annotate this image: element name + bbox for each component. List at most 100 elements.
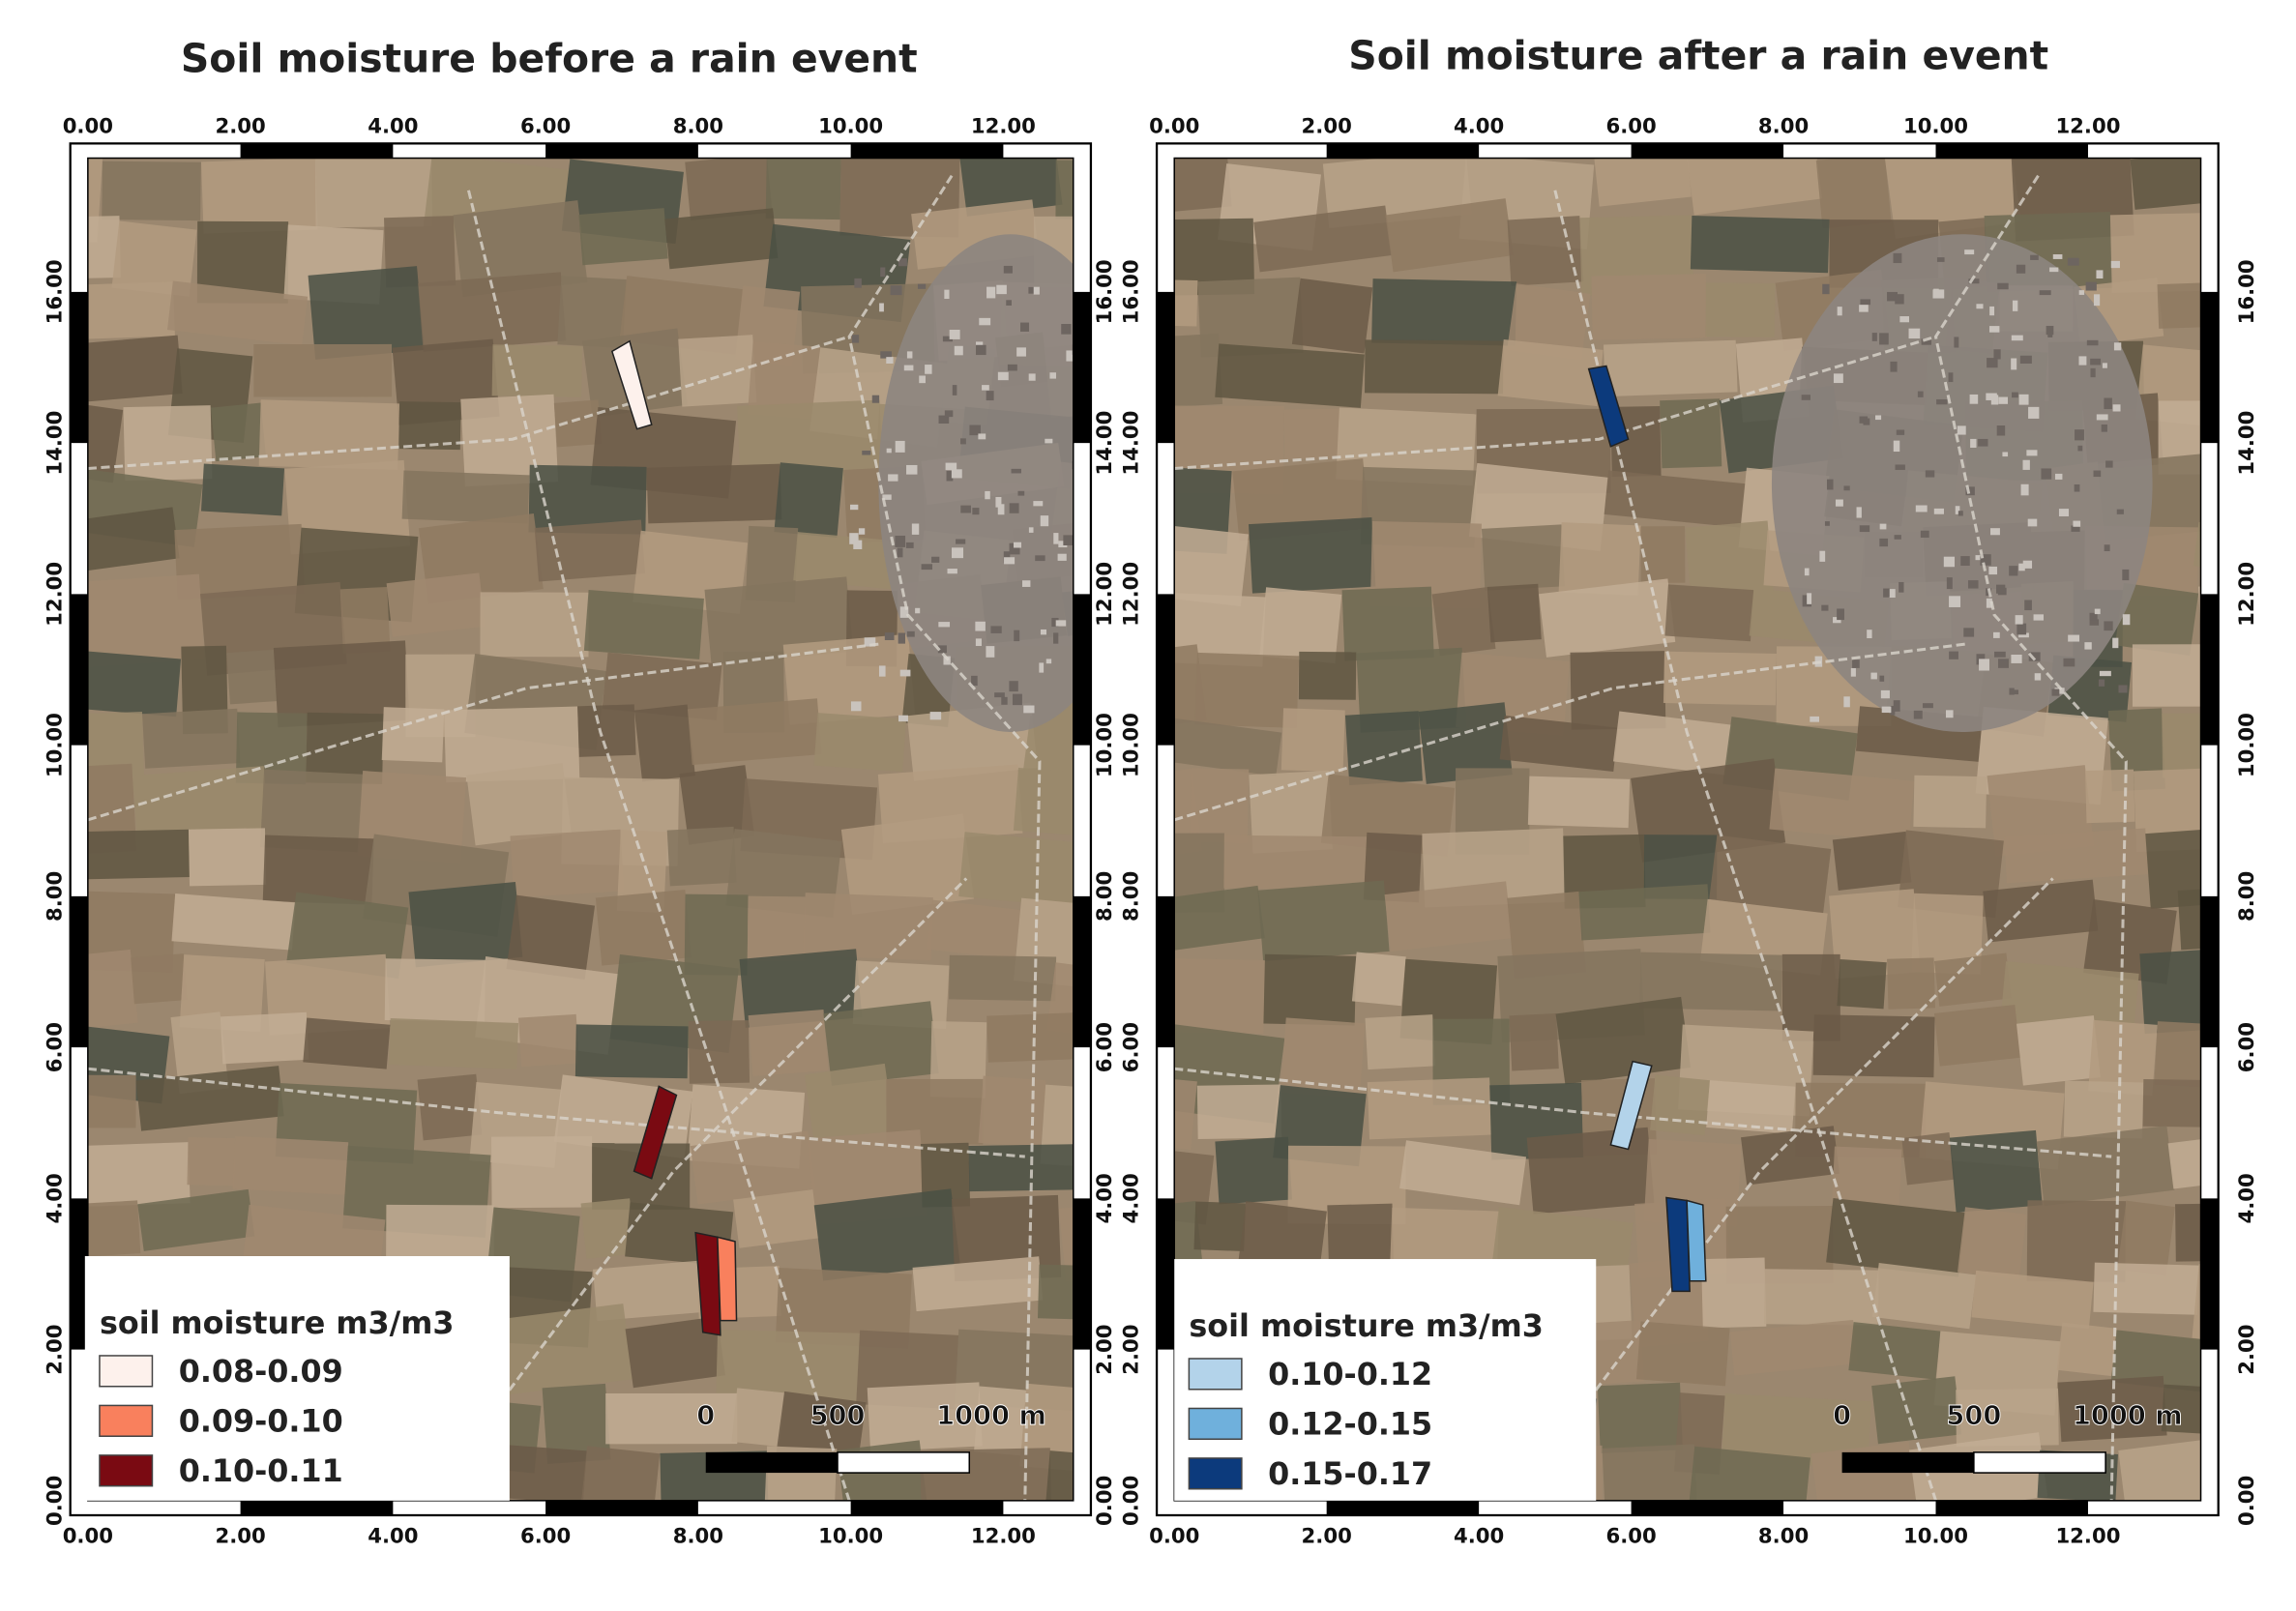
building [2073, 520, 2081, 527]
building [2018, 394, 2029, 405]
field-parcel [1431, 587, 1496, 657]
field-parcel [978, 1075, 1046, 1148]
x-tick-label: 12.00 [971, 1524, 1036, 1548]
field-parcel [840, 813, 975, 915]
building [1833, 373, 1843, 384]
building [2009, 688, 2015, 695]
building [1879, 523, 1887, 530]
building [1920, 530, 1929, 539]
building [2122, 569, 2130, 581]
building [1895, 464, 1905, 470]
building [2030, 254, 2039, 260]
field-parcel [765, 158, 841, 220]
field-parcel [528, 464, 647, 535]
building [1979, 659, 1989, 671]
y-tick-label: 0.00 [43, 1476, 67, 1526]
field-parcel [135, 1066, 284, 1131]
field-parcel [1887, 957, 1935, 1010]
frame-segment [2200, 594, 2219, 746]
building [1922, 703, 1933, 709]
building [1998, 396, 2009, 404]
field-parcel [306, 712, 384, 784]
field-parcel [137, 1188, 255, 1251]
field-parcel [1174, 957, 1265, 1035]
field-parcel [1497, 339, 1604, 407]
x-tick-label: 6.00 [520, 1524, 571, 1548]
building [1889, 589, 1896, 598]
legend-box [1174, 1259, 1597, 1501]
field-parcel [188, 828, 267, 887]
building [888, 474, 898, 482]
building [2078, 356, 2087, 366]
y-tick-label: 6.00 [1118, 1022, 1142, 1072]
field-parcel [633, 704, 695, 782]
building [1074, 581, 1079, 591]
field-parcel [1223, 835, 1368, 891]
field-parcel [167, 280, 309, 346]
x-tick-label: 6.00 [1605, 1524, 1656, 1548]
building [1893, 700, 1900, 712]
building [1932, 289, 1945, 299]
building [853, 540, 863, 549]
field-parcel [1481, 524, 1565, 591]
building [898, 632, 906, 644]
building [960, 438, 966, 445]
field-parcel [685, 158, 773, 220]
field-parcel [1174, 218, 1255, 297]
field-parcel [1826, 1198, 1966, 1277]
frame-segment [1935, 1500, 2088, 1515]
building [1040, 629, 1047, 635]
y-tick-label: 2.00 [2234, 1324, 2258, 1374]
field-parcel [2056, 1322, 2118, 1377]
field-parcel [171, 893, 296, 951]
building [986, 391, 994, 401]
building [1859, 525, 1870, 533]
field-parcel [1487, 583, 1542, 643]
building [2015, 615, 2023, 625]
building [919, 375, 926, 384]
building [1997, 282, 2009, 290]
building [1058, 541, 1068, 548]
building [1899, 316, 1910, 323]
field-parcel [974, 1386, 1027, 1456]
building [2022, 560, 2033, 569]
road [1174, 642, 1965, 822]
field-parcel [518, 1013, 579, 1068]
building [2099, 670, 2111, 677]
frame-segment [240, 143, 394, 159]
y-tick-label: 14.00 [1118, 411, 1142, 476]
scale-bar-label: 1000 m [2073, 1401, 2183, 1431]
building [1033, 501, 1044, 507]
building [2118, 685, 2128, 693]
legend-swatch [99, 1355, 154, 1388]
building [944, 410, 954, 418]
field-parcel [1871, 1263, 1977, 1330]
building [1023, 705, 1035, 714]
building [915, 607, 921, 614]
building [1881, 706, 1892, 714]
x-tick-label: 8.00 [673, 1524, 723, 1548]
field-parcel [1594, 158, 1692, 207]
building [1988, 566, 1998, 575]
x-tick-label: 8.00 [1758, 1524, 1809, 1548]
field-parcel [1570, 651, 1666, 730]
building [1987, 358, 1998, 368]
field-parcel [2118, 1432, 2201, 1501]
field-parcel [1341, 586, 1434, 661]
building [2027, 518, 2038, 527]
frame-segment [240, 1500, 394, 1515]
building [1114, 555, 1120, 561]
y-tick-label: 8.00 [1118, 871, 1142, 922]
field-parcel [87, 1142, 191, 1208]
field-parcel [1174, 333, 1223, 409]
frame-segment [70, 1198, 88, 1350]
building [1128, 351, 1133, 363]
field-parcel [491, 1135, 593, 1209]
building [2086, 339, 2099, 346]
field-parcel [1174, 522, 1249, 606]
building [2090, 358, 2102, 366]
building [1883, 588, 1890, 598]
field-parcel [1399, 1140, 1527, 1206]
building [850, 701, 862, 712]
building [1007, 364, 1017, 371]
